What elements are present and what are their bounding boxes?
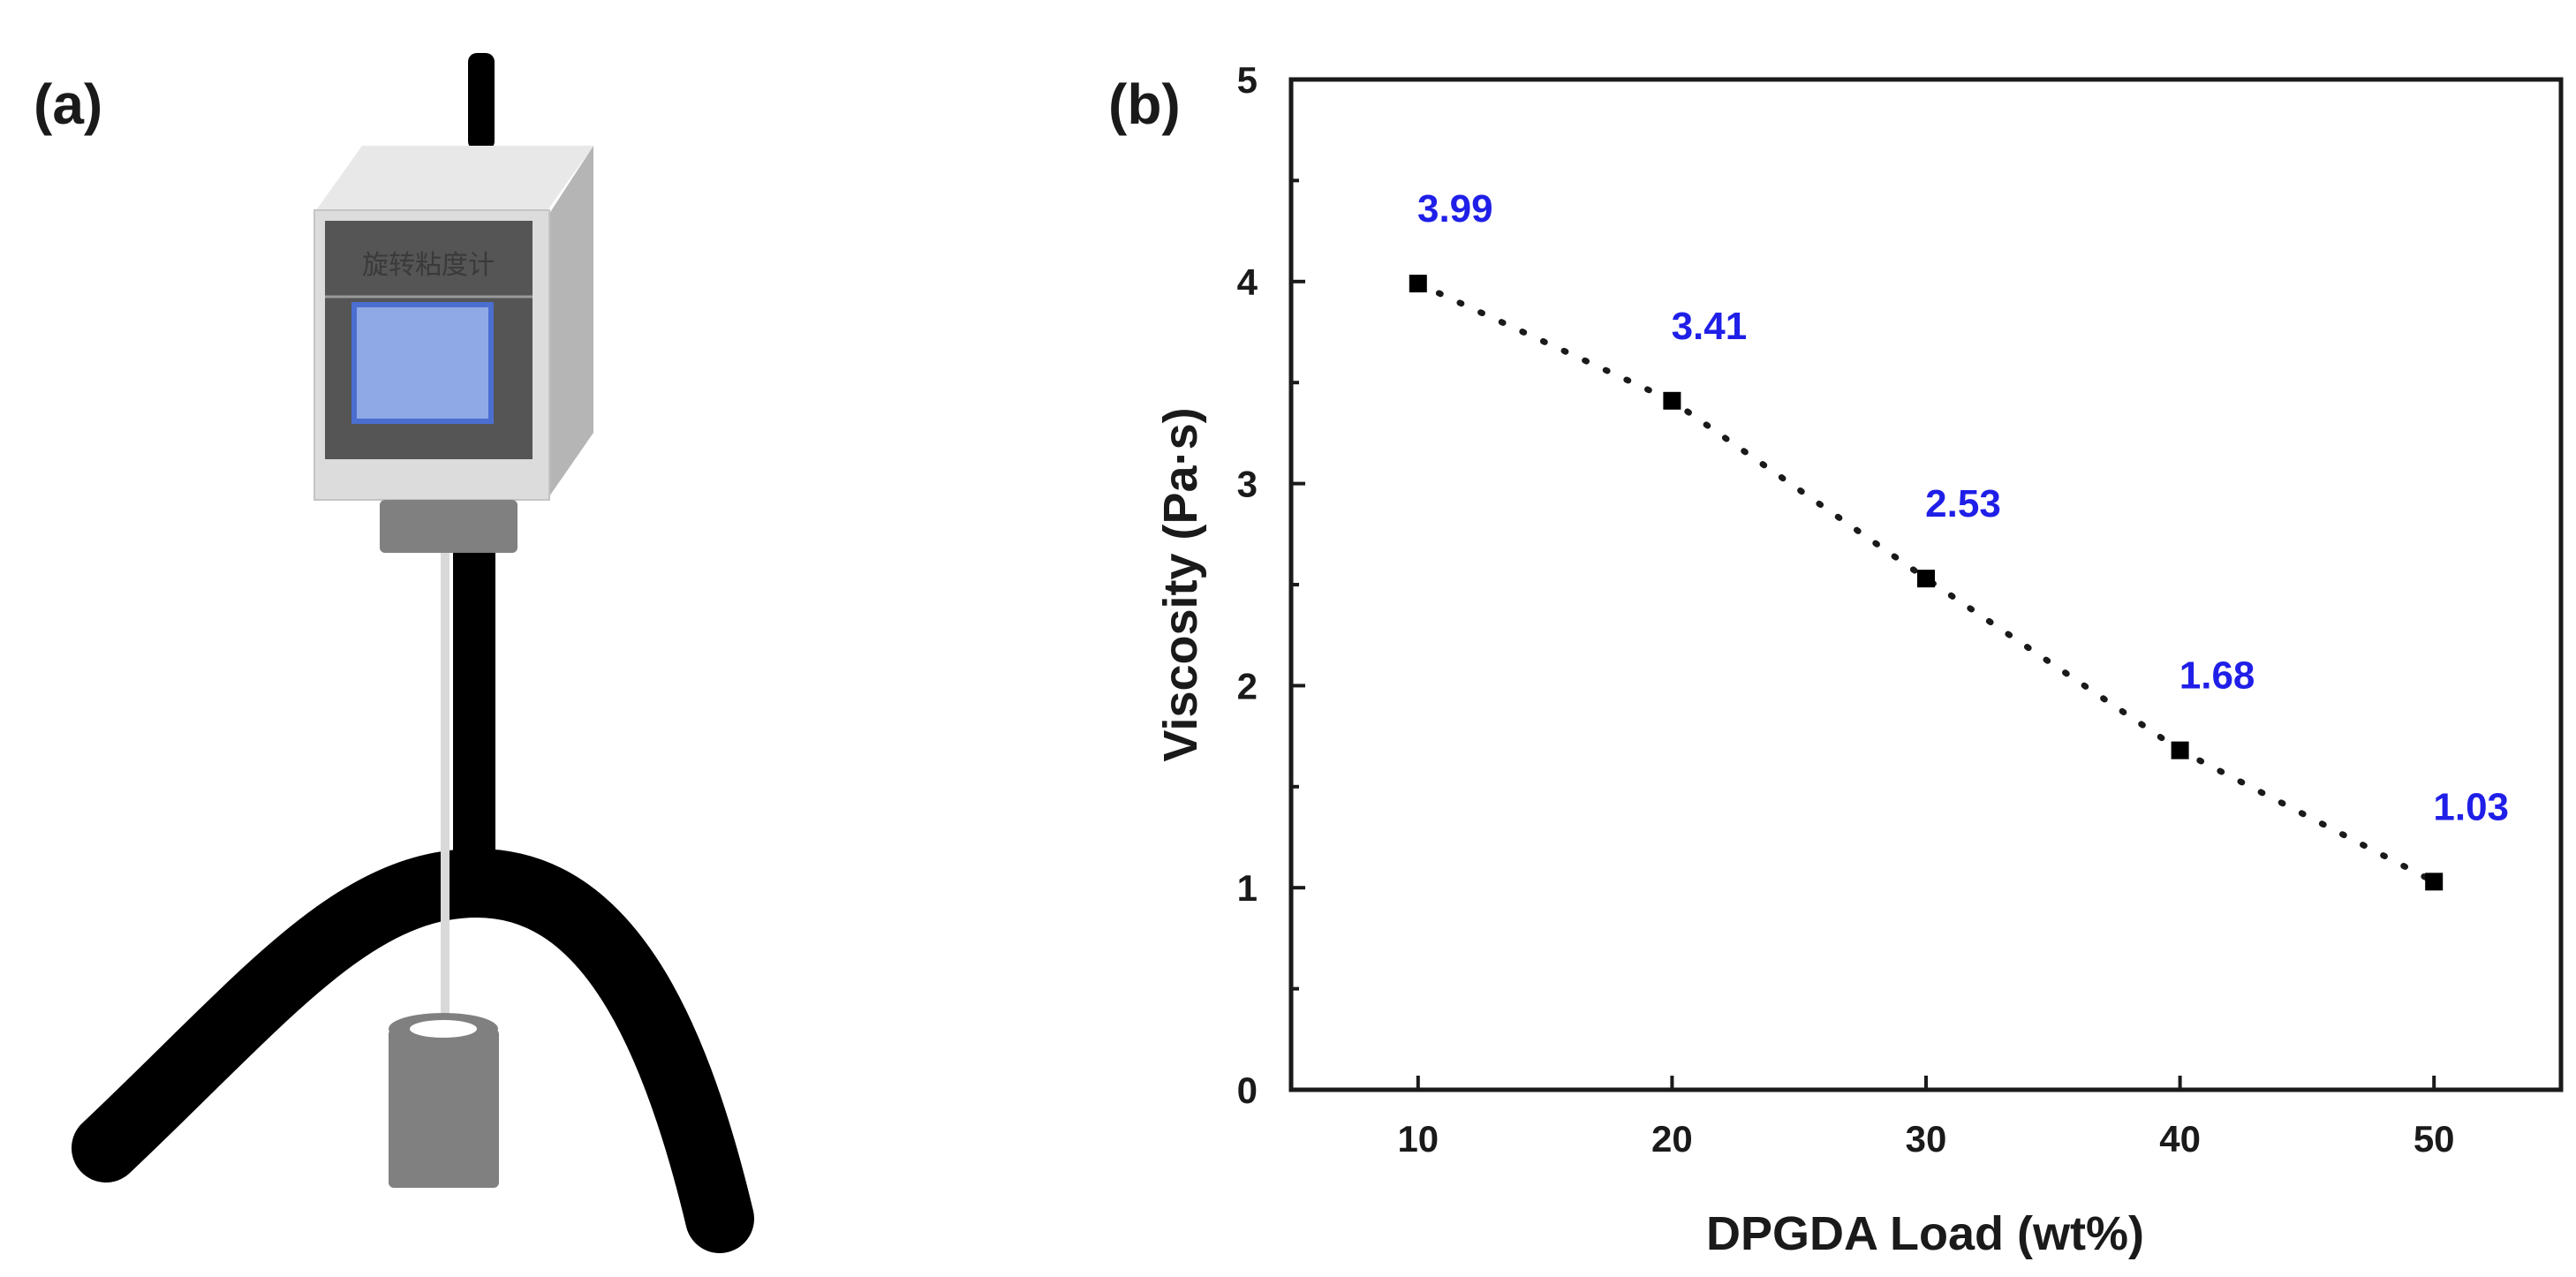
y-tick-label: 3 — [1237, 464, 1258, 505]
x-tick-label: 20 — [1651, 1118, 1693, 1160]
x-axis: 10 20 30 40 50 — [1397, 1076, 2455, 1160]
panel-b: (b) 0 1 2 3 4 5 10 20 30 40 50 3.99 3.41 2.53 1.68 1.… — [1108, 59, 2564, 1260]
device-screen — [351, 302, 494, 424]
y-axis-title: Viscosity (Pa·s) — [1154, 407, 1207, 761]
y-tick-label: 0 — [1237, 1069, 1258, 1111]
device-label: 旋转粘度计 — [362, 250, 495, 281]
device-side — [548, 146, 593, 499]
x-tick-label: 50 — [2414, 1118, 2455, 1160]
x-tick-label: 40 — [2159, 1118, 2201, 1160]
device-top — [316, 146, 593, 210]
viscosity-chart: 0 1 2 3 4 5 10 20 30 40 50 3.99 3.41 2.53 1.68 1.03 D… — [1154, 59, 2564, 1260]
data-label: 3.99 — [1417, 187, 1493, 230]
data-labels: 3.99 3.41 2.53 1.68 1.03 — [1417, 187, 2509, 828]
data-label: 3.41 — [1672, 305, 1748, 348]
y-tick-label: 2 — [1237, 665, 1258, 707]
data-points — [1409, 275, 2444, 891]
panel-b-label: (b) — [1108, 72, 1181, 136]
x-tick-label: 30 — [1906, 1118, 1947, 1160]
data-label: 2.53 — [1925, 482, 2001, 525]
data-point — [2171, 741, 2189, 759]
y-tick-label: 5 — [1237, 59, 1258, 101]
panel-a: (a) 旋转粘度计 — [34, 53, 754, 1253]
spindle-housing — [380, 500, 517, 553]
panel-a-label: (a) — [34, 72, 102, 136]
x-tick-label: 10 — [1397, 1118, 1439, 1160]
data-point — [2425, 873, 2444, 891]
data-label: 1.68 — [2179, 654, 2255, 698]
sample-cup-opening — [410, 1020, 477, 1038]
data-point — [1917, 570, 1935, 588]
y-tick-label: 1 — [1237, 867, 1258, 909]
sample-cup — [389, 1029, 499, 1188]
top-rod — [468, 53, 495, 150]
data-label: 1.03 — [2433, 785, 2509, 828]
y-tick-label: 4 — [1237, 261, 1258, 303]
data-point — [1663, 391, 1681, 410]
data-point — [1409, 275, 1427, 293]
y-axis: 0 1 2 3 4 5 — [1237, 59, 1305, 1111]
x-axis-title: DPGDA Load (wt%) — [1706, 1207, 2144, 1260]
trendline — [1415, 280, 2437, 885]
stand-pole — [453, 539, 495, 901]
viscometer-illustration: 旋转粘度计 — [72, 53, 754, 1253]
